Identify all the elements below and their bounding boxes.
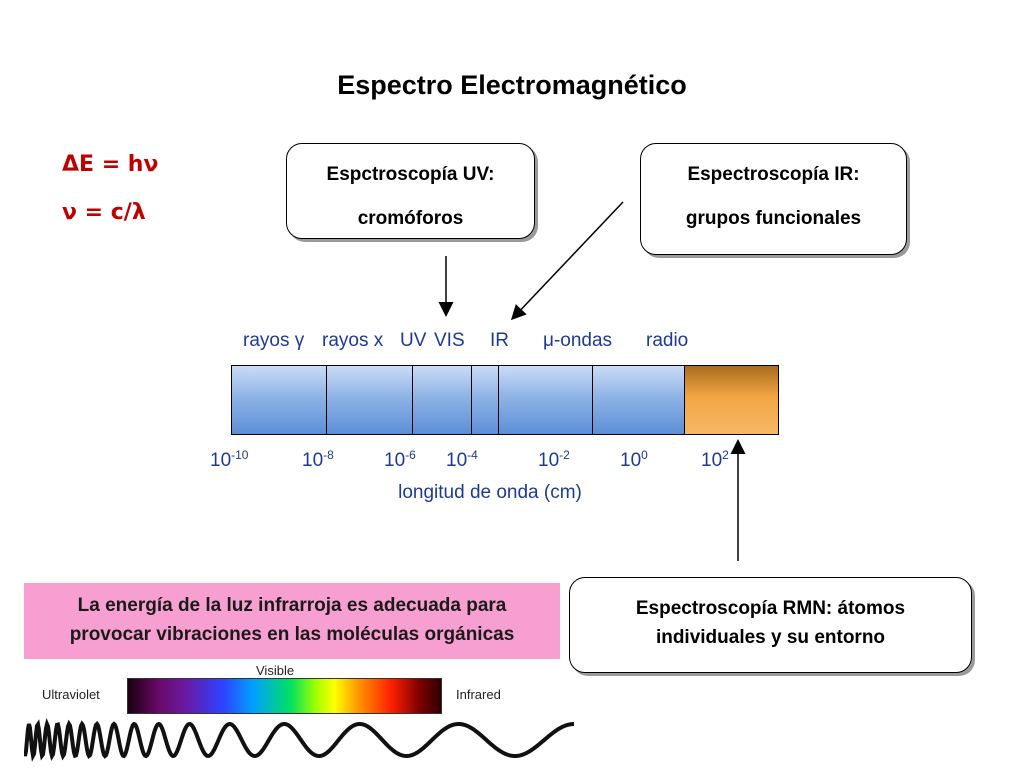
- segment-radio: [685, 366, 778, 434]
- ir-arrow: [510, 201, 624, 321]
- region-label-radio: radio: [646, 330, 689, 351]
- region-label-gamma: rayos γ: [243, 330, 305, 351]
- tick-label: 10-2: [538, 448, 570, 471]
- tick-label: 10-10: [210, 448, 249, 471]
- region-label-vis: VIS: [434, 330, 465, 351]
- infrared-energy-note: La energía de la luz infrarroja es adecu…: [24, 583, 560, 659]
- visible-spectrum-gradient: [127, 678, 442, 714]
- uv-box-line1: Espctroscopía UV:: [326, 164, 495, 185]
- region-label-uv: UV: [400, 330, 427, 351]
- rmn-spectroscopy-box: Espectroscopía RMN: átomos individuales …: [569, 577, 972, 673]
- visible-label: Visible: [256, 663, 295, 678]
- region-label-ir: IR: [490, 330, 509, 351]
- segment-vis: [472, 366, 499, 434]
- region-label-xray: rayos x: [322, 330, 384, 351]
- tick-label: 100: [620, 448, 648, 471]
- rmn-box-line2: individuales y su entorno: [655, 627, 886, 648]
- energy-formula: ΔE = hν: [62, 152, 159, 177]
- ir-spectroscopy-box: Espectroscopía IR: grupos funcionales: [640, 143, 907, 255]
- frequency-formula: ν = c/λ: [62, 200, 146, 225]
- segment-uv: [413, 366, 472, 434]
- segment-ir: [499, 366, 593, 434]
- ir-box-line1: Espectroscopía IR:: [687, 164, 860, 185]
- page-title: Espectro Electromagnético: [337, 70, 687, 100]
- segment-gamma: [232, 366, 327, 434]
- uv-box-line2: cromóforos: [357, 208, 464, 229]
- visible-spectrum-illustration: Visible Ultraviolet Infrared: [24, 660, 576, 768]
- tick-label: 10-4: [446, 448, 478, 471]
- spectrum-bar: [231, 365, 779, 435]
- tick-label: 102: [701, 448, 729, 471]
- region-label-microwave: μ-ondas: [543, 330, 613, 351]
- rmn-box-line1: Espectroscopía RMN: átomos: [635, 598, 906, 619]
- uv-spectroscopy-box: Espctroscopía UV: cromóforos: [286, 143, 535, 239]
- ultraviolet-label: Ultraviolet: [42, 687, 100, 702]
- note-line2: provocar vibraciones en las moléculas or…: [69, 624, 515, 645]
- region-labels: rayos γ rayos x UV VIS IR μ-ondas radio: [0, 330, 1024, 354]
- ir-box-line2: grupos funcionales: [685, 208, 862, 229]
- wave-illustration: [24, 717, 575, 762]
- infrared-label: Infrared: [456, 687, 501, 702]
- note-line1: La energía de la luz infrarroja es adecu…: [77, 595, 507, 616]
- tick-label: 10-6: [384, 448, 416, 471]
- segment-microwave: [593, 366, 685, 434]
- wavelength-axis-label: longitud de onda (cm): [398, 482, 582, 503]
- segment-xray: [327, 366, 413, 434]
- tick-label: 10-8: [302, 448, 334, 471]
